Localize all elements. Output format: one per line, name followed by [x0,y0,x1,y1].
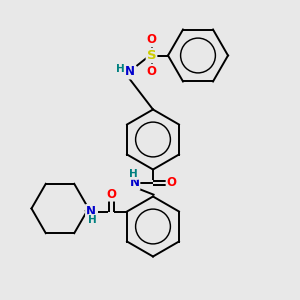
Text: H: H [88,215,97,225]
Text: S: S [147,49,156,62]
Text: N: N [129,176,140,190]
Text: N: N [86,205,96,218]
Text: N: N [125,65,135,79]
Text: O: O [167,176,177,190]
Text: O: O [146,64,157,78]
Text: H: H [129,169,138,179]
Text: H: H [116,64,125,74]
Text: O: O [106,188,116,201]
Text: O: O [146,33,157,46]
